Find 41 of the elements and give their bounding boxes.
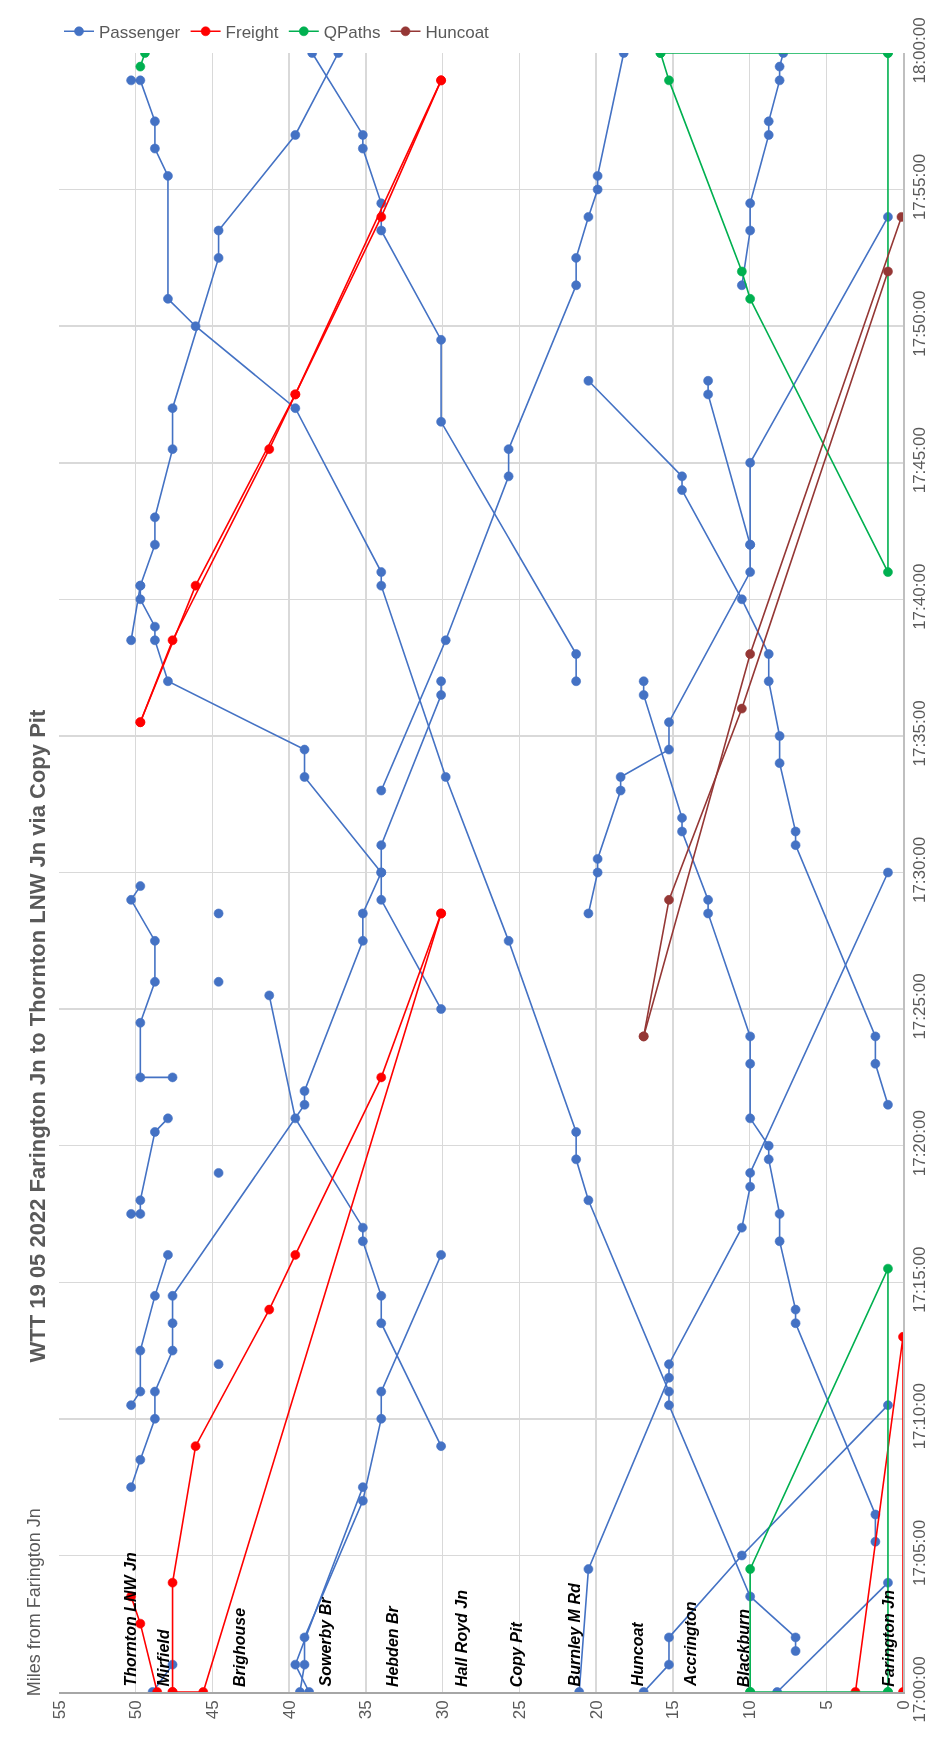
annotation: Accrington bbox=[682, 1601, 700, 1687]
x-tick-label: 15 bbox=[663, 1700, 683, 1720]
annotation: Blackburn bbox=[734, 1608, 752, 1688]
text: Miles from Farington Jn bbox=[24, 1508, 45, 1697]
annotation: Hall Royd Jn bbox=[452, 1589, 470, 1687]
x-tick-label: 40 bbox=[279, 1700, 299, 1720]
x-tick-label: 55 bbox=[49, 1700, 69, 1720]
y-tick-label: 17:15:00 bbox=[909, 1246, 929, 1313]
x-tick-label: 25 bbox=[509, 1700, 529, 1720]
annotation: Huncoat bbox=[628, 1621, 646, 1687]
y-tick-label: 17:55:00 bbox=[909, 153, 929, 221]
legend-label: Freight bbox=[225, 22, 279, 42]
y-tick-label: 17:25:00 bbox=[909, 973, 929, 1040]
annotation: Hebden Br bbox=[383, 1605, 401, 1688]
y-tick-label: 17:10:00 bbox=[909, 1383, 929, 1450]
x-tick-label: 5 bbox=[816, 1700, 836, 1710]
annotation: Thornton LNW Jn bbox=[122, 1552, 140, 1687]
annotation: Sowerby Br bbox=[316, 1596, 334, 1687]
x-tick-label: 30 bbox=[433, 1700, 453, 1720]
annotation: Farington Jn bbox=[880, 1589, 898, 1687]
x-tick-label: 10 bbox=[740, 1700, 760, 1720]
y-tick-label: 17:40:00 bbox=[909, 563, 929, 630]
legend-label: QPaths bbox=[323, 22, 381, 42]
y-tick-label: 18:00:00 bbox=[909, 17, 929, 84]
annotation: Burnley M Rd bbox=[565, 1582, 583, 1687]
y-tick-label: 17:45:00 bbox=[909, 427, 929, 494]
y-tick-label: 17:50:00 bbox=[909, 290, 929, 357]
y-tick-label: 17:20:00 bbox=[909, 1110, 929, 1177]
y-tick-label: 17:30:00 bbox=[909, 836, 929, 904]
x-tick-label: 45 bbox=[202, 1700, 222, 1720]
annotation: Copy Pit bbox=[507, 1621, 525, 1688]
y-tick-label: 17:05:00 bbox=[909, 1519, 929, 1587]
legend-label: Huncoat bbox=[425, 22, 490, 42]
annotation: Mirfield bbox=[154, 1628, 172, 1687]
legend-label: Passenger bbox=[99, 22, 181, 42]
x-tick-label: 50 bbox=[126, 1700, 146, 1720]
x-tick-label: 35 bbox=[356, 1700, 376, 1720]
annotation: Brighouse bbox=[230, 1607, 248, 1687]
y-tick-label: 17:35:00 bbox=[909, 700, 929, 767]
text: WTT 19 05 2022 Farington Jn to Thornton LNW Jn via Copy Pit bbox=[24, 709, 50, 1363]
x-tick-label: 20 bbox=[586, 1700, 606, 1720]
